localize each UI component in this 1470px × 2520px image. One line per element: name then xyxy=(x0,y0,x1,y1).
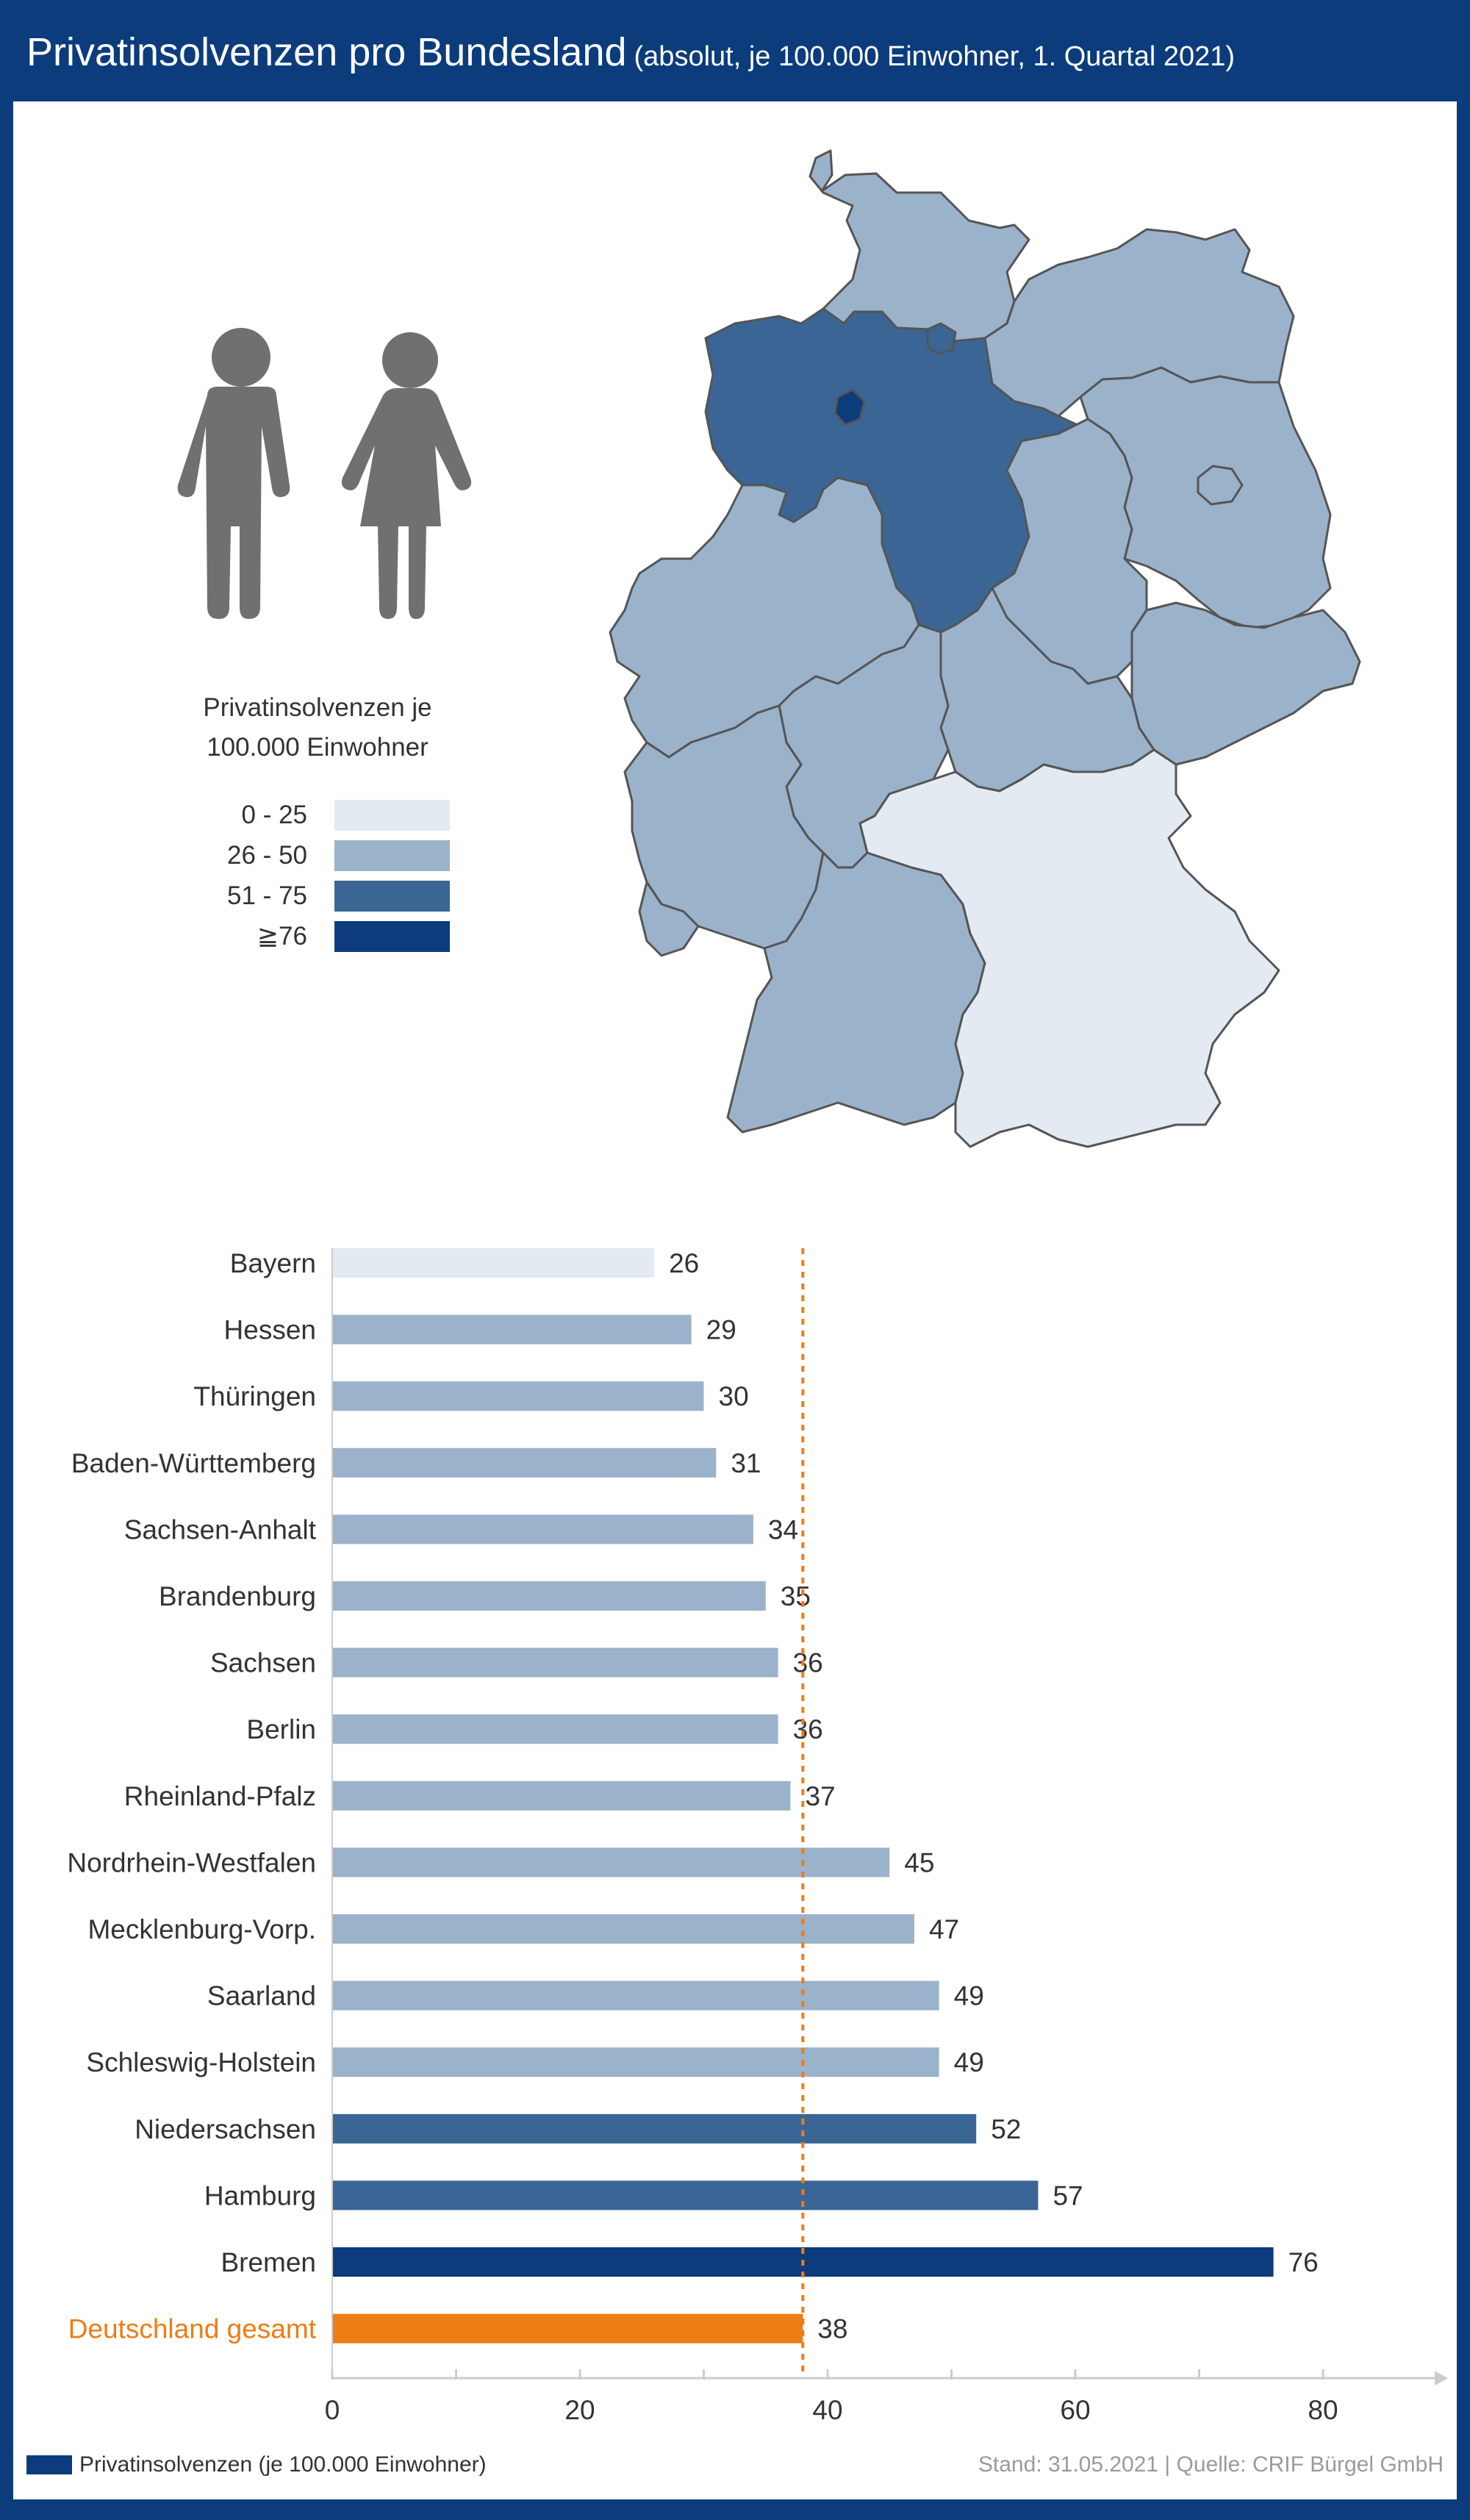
source-note: Stand: 31.05.2021 | Quelle: CRIF Bürgel … xyxy=(978,2452,1444,2477)
bar xyxy=(332,1780,791,1811)
category-label: Berlin xyxy=(246,1714,316,1744)
bar xyxy=(332,1514,753,1544)
footer-panel xyxy=(13,2439,1457,2499)
value-label: 36 xyxy=(793,1714,823,1744)
category-label: Schleswig-Holstein xyxy=(86,2047,316,2077)
bar xyxy=(332,2113,977,2144)
bar xyxy=(332,1248,655,1278)
bar xyxy=(332,1314,692,1345)
header-bar: Privatinsolvenzen pro Bundesland (absolut… xyxy=(0,0,1470,101)
germany-map xyxy=(609,149,1361,1148)
value-label: 76 xyxy=(1288,2247,1319,2277)
woman-icon xyxy=(341,332,472,619)
category-label: Baden-Württemberg xyxy=(71,1448,316,1478)
category-label: Bayern xyxy=(230,1248,316,1278)
category-label: Brandenburg xyxy=(159,1581,316,1611)
bar xyxy=(332,2313,803,2344)
legend-swatch xyxy=(26,2455,72,2474)
map-legend-label: 0 - 25 xyxy=(242,801,308,829)
value-label: 34 xyxy=(768,1514,798,1544)
map-legend-title-line1: Privatinsolvenzen je xyxy=(203,693,431,722)
x-axis-arrow xyxy=(1435,2371,1448,2385)
bar xyxy=(332,1980,939,2011)
value-label: 31 xyxy=(731,1448,761,1478)
value-label: 30 xyxy=(719,1381,749,1411)
bar xyxy=(332,1447,717,1478)
category-label: Niedersachsen xyxy=(135,2114,316,2144)
x-axis: 0 20 40 60 80 xyxy=(325,1248,1448,2425)
value-label: 26 xyxy=(669,1248,699,1278)
region-schleswig-holstein xyxy=(808,149,1030,344)
man-icon xyxy=(177,328,290,619)
x-tick-label: 80 xyxy=(1308,2395,1338,2425)
region-bremen xyxy=(833,388,866,426)
bar xyxy=(332,2047,939,2077)
category-label: Mecklenburg-Vorp. xyxy=(87,1914,316,1944)
region-hamburg xyxy=(926,322,957,356)
x-tick-label: 60 xyxy=(1060,2395,1090,2425)
bars xyxy=(332,1248,1274,2344)
category-label: Rheinland-Pfalz xyxy=(124,1781,316,1811)
category-label: Sachsen xyxy=(210,1648,316,1678)
map-legend-swatch xyxy=(334,800,450,831)
chart-legend: Privatinsolvenzen (je 100.000 Einwohner) xyxy=(26,2452,487,2477)
map-legend-swatch xyxy=(334,881,450,912)
x-tick-label: 40 xyxy=(812,2395,842,2425)
map-legend-label: 51 - 75 xyxy=(227,881,307,910)
value-label: 49 xyxy=(954,2047,984,2077)
title-main: Privatinsolvenzen pro Bundesland xyxy=(26,30,627,74)
bar xyxy=(332,1714,778,1744)
category-label: Deutschland gesamt xyxy=(68,2314,317,2344)
region-berlin xyxy=(1197,465,1244,506)
bar xyxy=(332,1381,704,1411)
category-label: Saarland xyxy=(207,1981,316,2011)
bar xyxy=(332,1647,778,1678)
value-label: 38 xyxy=(817,2314,847,2344)
value-label: 49 xyxy=(954,1981,984,2011)
map-legend-swatch xyxy=(334,840,450,871)
value-label: 37 xyxy=(805,1781,835,1811)
value-labels: 26 29 30 31 34 35 36 36 37 45 47 49 49 52 57 76 38 xyxy=(669,1248,1319,2344)
category-labels: Bayern Hessen Thüringen Baden-Württemberg Sa… xyxy=(67,1248,316,2344)
map-legend-label: 26 - 50 xyxy=(227,841,307,870)
category-label: Bremen xyxy=(220,2247,316,2277)
region-bayern xyxy=(858,748,1280,1148)
category-label: Thüringen xyxy=(193,1381,316,1411)
x-tick-label: 20 xyxy=(564,2395,595,2425)
x-tick-label: 0 xyxy=(325,2395,340,2425)
value-label: 36 xyxy=(793,1648,823,1678)
category-label: Hamburg xyxy=(204,2180,316,2211)
chart-title: Privatinsolvenzen pro Bundesland (absolut… xyxy=(26,29,1235,75)
category-label: Sachsen-Anhalt xyxy=(124,1514,317,1544)
value-label: 57 xyxy=(1053,2180,1083,2211)
title-subtitle: (absolut, je 100.000 Einwohner, 1. Quart… xyxy=(634,41,1236,72)
map-legend-label: ≧76 xyxy=(257,922,307,951)
value-label: 35 xyxy=(781,1581,811,1611)
bar xyxy=(332,2180,1039,2211)
map-legend: 0 - 25 26 - 50 51 - 75 ≧76 xyxy=(227,800,450,952)
category-label: Nordrhein-Westfalen xyxy=(67,1847,316,1878)
category-label: Hessen xyxy=(224,1315,316,1345)
value-label: 29 xyxy=(706,1315,736,1345)
map-legend-title-line2: 100.000 Einwohner xyxy=(207,733,429,762)
region-saarland xyxy=(638,881,700,957)
value-label: 45 xyxy=(904,1847,934,1878)
map-legend-swatch xyxy=(334,921,450,952)
bar xyxy=(332,1847,890,1878)
value-label: 47 xyxy=(929,1914,959,1944)
bar xyxy=(332,1914,914,1944)
value-label: 52 xyxy=(991,2114,1021,2144)
legend-label: Privatinsolvenzen (je 100.000 Einwohner) xyxy=(79,2452,487,2477)
region-sachsen xyxy=(1130,601,1361,766)
bar xyxy=(332,1581,766,1611)
